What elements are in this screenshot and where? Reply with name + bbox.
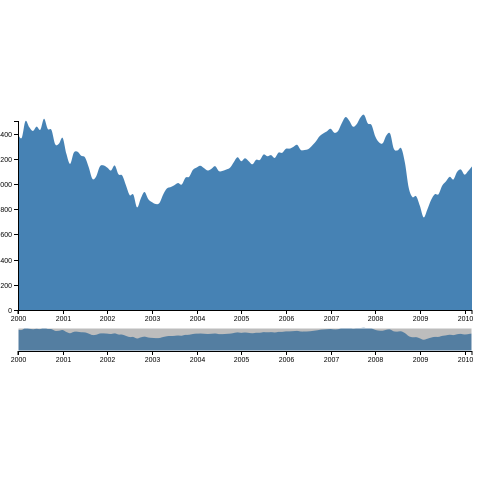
y-tick-label: 1,000: [0, 182, 12, 189]
focus-area-series: [18, 114, 472, 310]
brush-selection[interactable]: [17, 327, 473, 352]
x-tick-label: 2000: [11, 316, 27, 323]
x-tick-label: 2002: [100, 316, 116, 323]
brush-handle-left[interactable]: [15, 328, 21, 351]
y-tick-label: 1,400: [0, 132, 12, 139]
x-tick-label: 2005: [234, 357, 250, 364]
x-tick-label: 2004: [190, 316, 206, 323]
x-tick-label: 2006: [279, 316, 295, 323]
context-x-axis: 2000 2001 2002 2003 2004 2005 2006 2007 2008 2009…: [11, 351, 474, 364]
x-tick-label: 2005: [234, 316, 250, 323]
x-tick-label: 2009: [413, 357, 429, 364]
x-tick-label: 2008: [368, 316, 384, 323]
x-tick-label: 2007: [324, 357, 340, 364]
x-tick-label: 2003: [145, 316, 161, 323]
x-tick-label: 2006: [279, 357, 295, 364]
x-tick-label: 2003: [145, 357, 161, 364]
y-tick-label: 400: [0, 258, 12, 265]
x-tick-label: 2010: [458, 316, 474, 323]
focus-x-axis: 2000 2001 2002 2003 2004 2005 2006 2007 2008 2009…: [11, 310, 474, 323]
x-tick-label: 2004: [190, 357, 206, 364]
y-axis: 0 200 400 600 800 1,000 1,200 1,400: [0, 121, 19, 315]
x-tick-label: 2001: [56, 316, 72, 323]
y-tick-label: 600: [0, 232, 12, 239]
context-x-axis-line: [17, 351, 473, 355]
focus-chart: 0 200 400 600 800 1,000 1,200 1,400 2000 2001 2002…: [0, 114, 474, 323]
context-chart: 2000 2001 2002 2003 2004 2005 2006 2007 2008 2009…: [11, 327, 475, 364]
x-tick-label: 2000: [11, 357, 27, 364]
x-tick-label: 2007: [324, 316, 340, 323]
x-tick-label: 2008: [368, 357, 384, 364]
y-tick-label: 1,200: [0, 157, 12, 164]
context-area-series: [18, 327, 472, 351]
y-tick-label: 0: [8, 308, 12, 315]
y-tick-label: 200: [0, 283, 12, 290]
x-tick-label: 2001: [56, 357, 72, 364]
focus-x-axis-line: [17, 310, 473, 314]
x-tick-label: 2009: [413, 316, 429, 323]
y-tick-label: 800: [0, 207, 12, 214]
x-tick-label: 2002: [100, 357, 116, 364]
x-tick-label: 2010: [458, 357, 474, 364]
brush-handle-right[interactable]: [469, 328, 475, 351]
y-axis-line: [14, 121, 19, 311]
